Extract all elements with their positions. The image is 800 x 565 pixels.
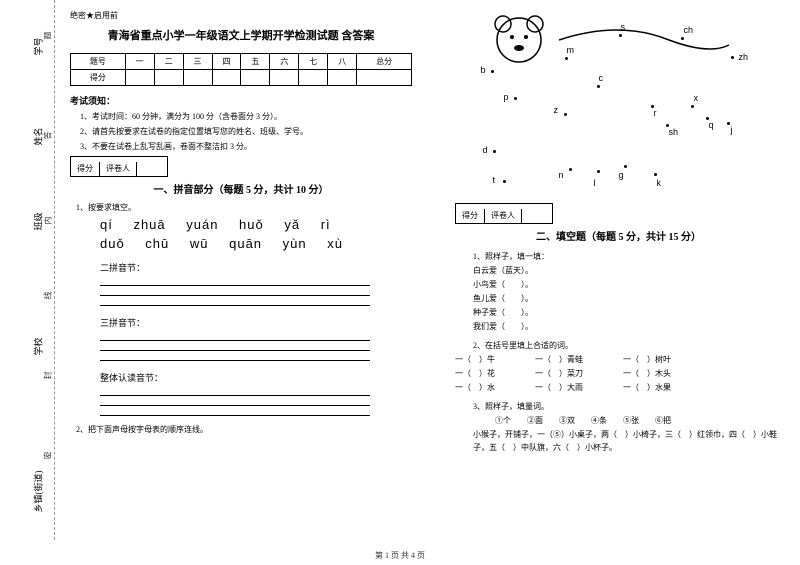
section-1-title: 一、拼音部分（每题 5 分，共计 10 分）: [70, 181, 412, 196]
dot-label-z: z: [554, 105, 559, 115]
th: 三: [183, 54, 212, 70]
exam-title: 青海省重点小学一年级语文上学期开学检测试题 含答案: [70, 27, 412, 43]
fill-options: ①个 ②面 ③双 ④条 ⑤张 ⑥把: [495, 415, 782, 426]
dot-label-q: q: [709, 120, 714, 130]
fill-q2: 2、在括号里填上合适的词。: [473, 340, 782, 351]
fill-row: 一（ ）水 一（ ）大雨 一（ ）水果: [455, 382, 782, 393]
th: 八: [328, 54, 357, 70]
dot-label-sh: sh: [669, 127, 679, 137]
dot-label-b: b: [481, 65, 486, 75]
dot-label-t: t: [493, 175, 496, 185]
writing-lines: [100, 386, 370, 416]
question-2: 2、把下面声母按字母表的顺序连线。: [76, 424, 412, 435]
connect-dots-figure: b p m d t n l g k z c s zh ch sh r x q j: [469, 10, 769, 195]
td: 得分: [71, 70, 126, 86]
th: 总分: [357, 54, 412, 70]
section-2-title: 二、填空题（每题 5 分，共计 15 分）: [455, 228, 782, 243]
page-footer: 第 1 页 共 4 页: [0, 550, 800, 561]
fill-sentence: 小猴子，开铺子，一（⑤）小桌子，两（ ）小椅子，三（ ）红领巾，四（ ）小鞋子，…: [473, 429, 782, 455]
th: 一: [125, 54, 154, 70]
th: 二: [154, 54, 183, 70]
notice-item: 1、考试时间：60 分钟，满分为 100 分（含卷面分 3 分）。: [80, 111, 412, 122]
dot-label-g: g: [619, 170, 624, 180]
fill-q1: 1、照样子，填一填：: [473, 251, 782, 262]
sub-3pin: 三拼音节：: [100, 316, 412, 329]
pinyin-row: qí zhuā yuán huǒ yǎ rì: [100, 217, 412, 232]
grader-box: 得分评卷人: [70, 156, 168, 177]
th: 五: [241, 54, 270, 70]
sub-whole: 整体认读音节：: [100, 371, 412, 384]
side-sub: 内: [43, 201, 54, 241]
fill-row: 一（ ）花 一（ ）菜刀 一（ ）木头: [455, 368, 782, 379]
dot-label-zh: zh: [739, 52, 749, 62]
dot-label-d: d: [483, 145, 488, 155]
side-sub: 密: [43, 436, 54, 476]
th: 四: [212, 54, 241, 70]
scorebox-label: 评卷人: [100, 162, 137, 176]
dot-label-j: j: [731, 125, 733, 135]
question-1: 1、按要求填空。: [76, 202, 412, 213]
fill-row: 一（ ）牛 一（ ）青蛙 一（ ）树叶: [455, 354, 782, 365]
dot-label-s: s: [621, 22, 626, 32]
dot-label-x: x: [694, 93, 699, 103]
writing-lines: [100, 331, 370, 361]
notice-title: 考试须知：: [70, 94, 412, 107]
fill-blank: 小鸟爱（ ）。: [473, 279, 782, 290]
dot-label-p: p: [504, 92, 509, 102]
notice-item: 2、请首先按要求在试卷的指定位置填写您的姓名、班级、学号。: [80, 126, 412, 137]
right-column: b p m d t n l g k z c s zh ch sh r x q j…: [430, 0, 800, 565]
grader-box: 得分评卷人: [455, 203, 553, 224]
binding-margin: 学号 姓名 班级 学校 乡镇(街道) 题 答 内 线 封 密: [0, 0, 55, 540]
scorebox-label: 得分: [456, 209, 485, 223]
score-table: 题号 一 二 三 四 五 六 七 八 总分 得分: [70, 53, 412, 86]
th: 七: [299, 54, 328, 70]
dot-label-c: c: [599, 73, 604, 83]
writing-lines: [100, 276, 370, 306]
secrecy-mark: 绝密★启用前: [70, 10, 412, 21]
fill-q3: 3、照样子，填量词。: [473, 401, 782, 412]
scorebox-label: 评卷人: [485, 209, 522, 223]
side-sub: 线: [43, 276, 54, 316]
fill-blank: 鱼儿爱（ ）。: [473, 293, 782, 304]
side-sub: 答: [43, 116, 54, 156]
fill-blank: 种子爱（ ）。: [473, 307, 782, 318]
dot-label-ch: ch: [684, 25, 694, 35]
scorebox-label: 得分: [71, 162, 100, 176]
side-sub: 题: [43, 16, 54, 56]
sub-2pin: 二拼音节：: [100, 261, 412, 274]
dot-label-l: l: [594, 178, 596, 188]
pinyin-row: duǒ chū wū quān yùn xù: [100, 236, 412, 251]
th: 六: [270, 54, 299, 70]
fill-blank: 我们爱（ ）。: [473, 321, 782, 332]
left-column: 绝密★启用前 青海省重点小学一年级语文上学期开学检测试题 含答案 题号 一 二 …: [60, 0, 430, 565]
bear-head-icon: [489, 10, 569, 70]
dot-label-k: k: [657, 178, 662, 188]
dot-label-n: n: [559, 170, 564, 180]
dot-label-m: m: [567, 45, 575, 55]
side-sub: 封: [43, 356, 54, 396]
fill-example: 白云爱（蓝天）。: [473, 265, 782, 276]
curve-icon: [559, 25, 739, 75]
th: 题号: [71, 54, 126, 70]
dot-label-r: r: [654, 108, 657, 118]
notice-item: 3、不要在试卷上乱写乱画，卷面不整洁扣 3 分。: [80, 141, 412, 152]
